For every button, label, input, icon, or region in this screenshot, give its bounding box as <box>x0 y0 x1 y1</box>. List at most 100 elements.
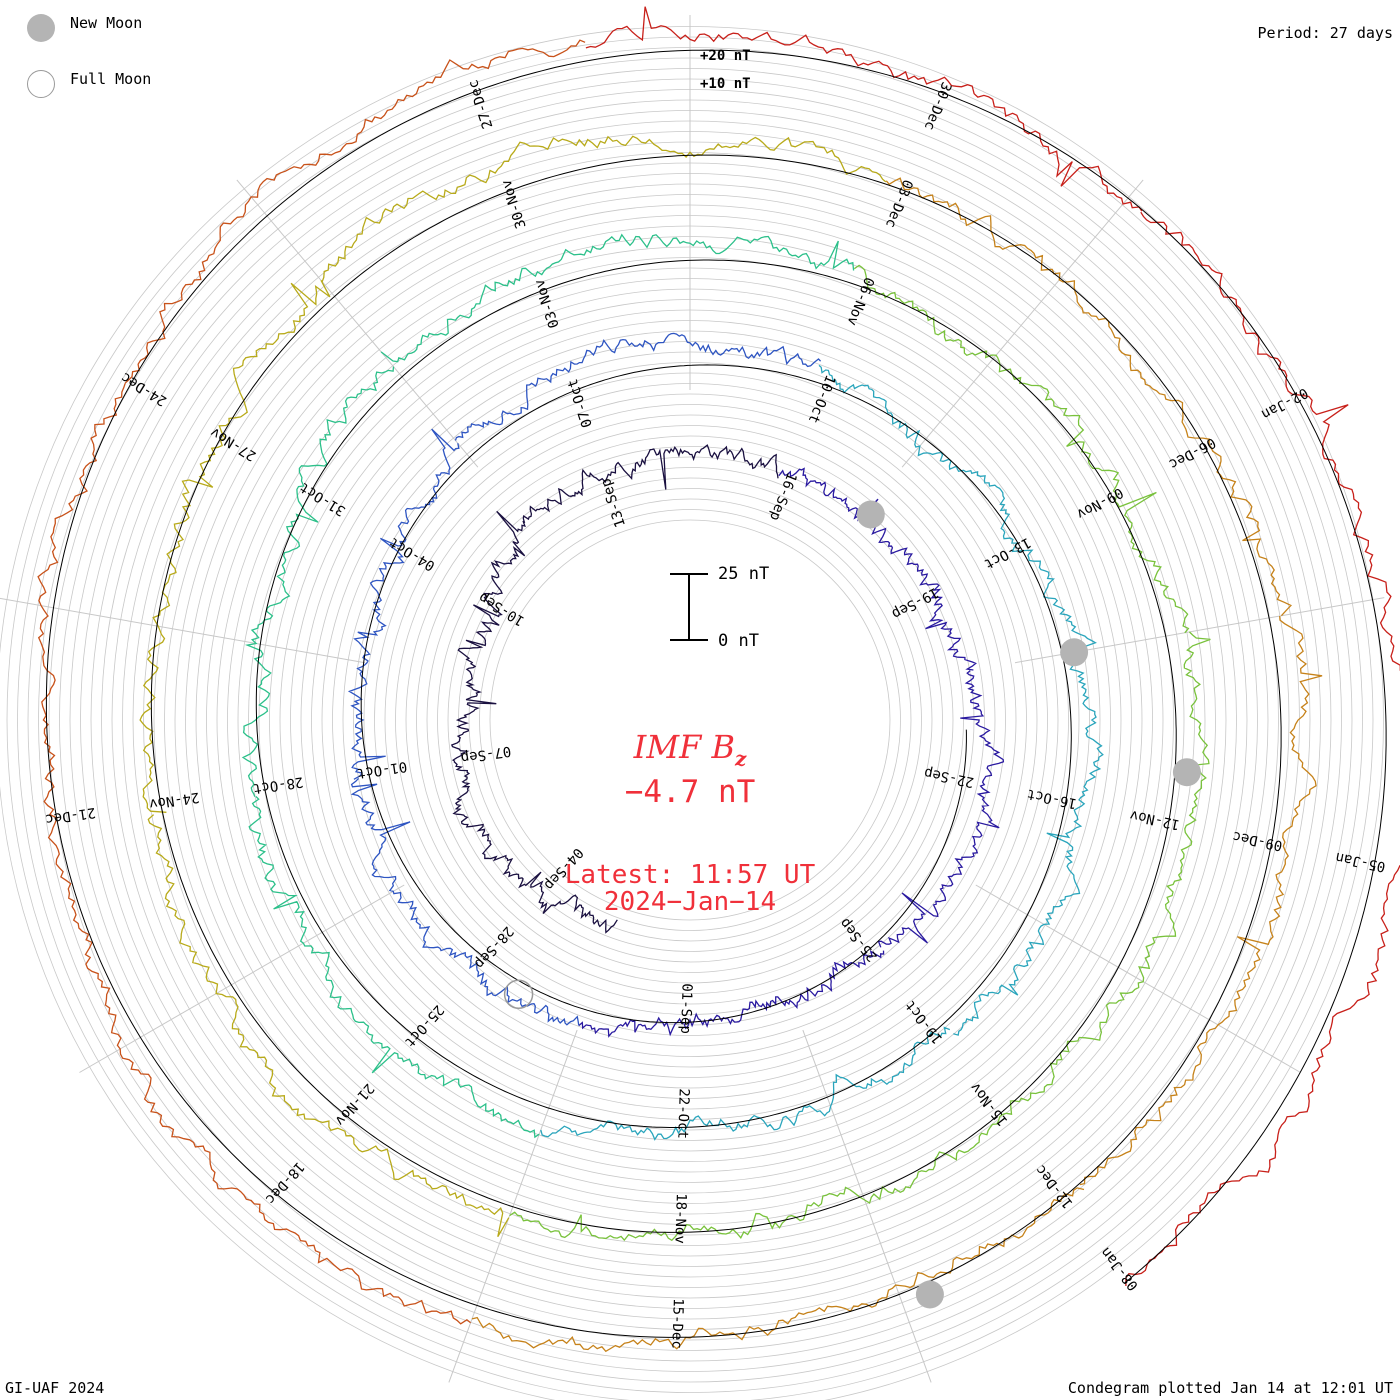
date-label: 02-Jan <box>1258 384 1310 422</box>
full-moon-marker <box>503 979 534 1010</box>
date-label: 13-Oct <box>981 534 1033 572</box>
date-label: 19-Sep <box>889 584 941 622</box>
trace-segment <box>241 366 395 797</box>
grid-ring <box>374 404 1006 1036</box>
trace-segment <box>350 777 580 1026</box>
scale-tick-top <box>670 573 708 575</box>
date-label: 04-Oct <box>387 534 438 574</box>
trace-segment <box>84 933 472 1325</box>
grid-ring <box>237 267 1143 1173</box>
grid-ring <box>426 456 954 984</box>
grid-ring <box>468 498 912 942</box>
title-subscript: z <box>734 746 747 771</box>
full-moon-legend-icon <box>27 70 55 98</box>
trace-segment <box>1009 631 1211 1103</box>
trace-segment <box>1140 211 1400 671</box>
date-label: 27-Nov <box>208 424 259 464</box>
ring-label-plus20: +20 nT <box>700 48 751 64</box>
trace-segment <box>124 39 586 384</box>
chart-title: IMF Bz <box>540 728 840 770</box>
new-moon-marker <box>1172 758 1201 787</box>
imf-bz-trace <box>37 6 1400 1353</box>
date-label: 07-Sep <box>460 743 512 766</box>
date-label: 16-Oct <box>1026 785 1079 811</box>
latest-date: 2024−Jan−14 <box>603 887 777 917</box>
trace-segment <box>953 650 1104 1036</box>
trace-segment <box>471 1187 1085 1353</box>
date-label: 18-Dec <box>262 1159 308 1207</box>
new-moon-legend-label: New Moon <box>70 14 143 32</box>
period-label: Period: 27 days <box>1257 24 1393 42</box>
date-label: 24-Nov <box>148 789 200 812</box>
grid-ring <box>479 509 901 931</box>
new-moon-marker <box>915 1280 944 1309</box>
grid-spoke <box>901 179 1144 468</box>
trace-segment <box>248 796 540 1139</box>
date-label: 09-Dec <box>1231 828 1284 854</box>
grid-ring <box>321 351 1059 1089</box>
scale-tick-bottom <box>670 639 708 641</box>
date-label: 13-Sep <box>598 476 629 529</box>
trace-segment <box>452 761 618 934</box>
grid-spoke <box>0 597 366 664</box>
new-moon-marker <box>1060 638 1089 667</box>
grid-spoke <box>975 884 1301 1073</box>
trace-segment <box>1079 615 1323 1186</box>
grid-ring <box>416 446 964 994</box>
current-value: −4.7 nT <box>624 774 756 810</box>
trace-segment <box>578 950 885 1038</box>
zero-baseline-spiral <box>45 49 1387 1338</box>
new-moon-marker <box>856 500 885 529</box>
grid-ring <box>332 362 1048 1078</box>
date-label: 01-Sep <box>677 983 694 1034</box>
moon-markers <box>503 500 1201 1309</box>
scale-bar <box>688 574 690 640</box>
date-label: 01-Oct <box>356 758 408 781</box>
date-label: 22-Oct <box>674 1088 691 1139</box>
trace-segment <box>885 177 1292 617</box>
date-label: 28-Oct <box>252 773 304 796</box>
trace-segment <box>585 6 1143 212</box>
date-label: 12-Nov <box>1128 807 1181 833</box>
latest-time: Latest: 11:57 UT <box>564 860 816 890</box>
date-label: 05-Jan <box>1334 849 1387 875</box>
credit-label: GI-UAF 2024 <box>5 1379 105 1397</box>
grid-spoke <box>236 179 479 468</box>
date-label: 15-Dec <box>668 1298 685 1349</box>
trace-segment <box>380 233 855 363</box>
trace-segment <box>778 467 977 671</box>
date-label: 09-Nov <box>1074 484 1126 522</box>
grid-ring <box>447 477 933 963</box>
date-label: 22-Sep <box>923 764 976 790</box>
ring-label-plus10: +10 nT <box>700 76 751 92</box>
spokes <box>0 15 1385 1383</box>
scale-label-bottom: 0 nT <box>718 631 759 651</box>
date-label: 06-Dec <box>1166 434 1218 472</box>
grid-ring <box>227 257 1153 1183</box>
baseline-path <box>45 49 1387 1338</box>
grid-ring <box>342 372 1038 1068</box>
trace-segment <box>147 814 510 1238</box>
date-label: 31-Oct <box>297 479 348 519</box>
plotted-label: Condegram plotted Jan 14 at 12:01 UT <box>1067 1379 1393 1397</box>
date-label: 18-Nov <box>671 1193 688 1244</box>
date-label: 30-Dec <box>921 80 954 133</box>
date-label: 21-Nov <box>331 1080 377 1128</box>
trace-segment <box>321 135 887 282</box>
grid-spoke <box>802 1029 932 1383</box>
scale-label-top: 25 nT <box>718 564 770 584</box>
trace-segment <box>853 264 1190 634</box>
date-label: 03-Dec <box>882 177 915 230</box>
grid-ring <box>437 467 943 973</box>
grid-ring <box>395 425 985 1015</box>
trace-segment <box>454 332 822 441</box>
new-moon-legend-icon <box>27 14 55 42</box>
grid-ring <box>489 519 891 921</box>
full-moon-legend-label: Full Moon <box>70 70 152 88</box>
date-label: 16-Sep <box>766 470 799 523</box>
trace-segment <box>37 383 126 935</box>
trace-segment <box>877 670 1005 948</box>
grid-ring <box>384 414 996 1026</box>
date-label: 21-Dec <box>44 804 96 827</box>
